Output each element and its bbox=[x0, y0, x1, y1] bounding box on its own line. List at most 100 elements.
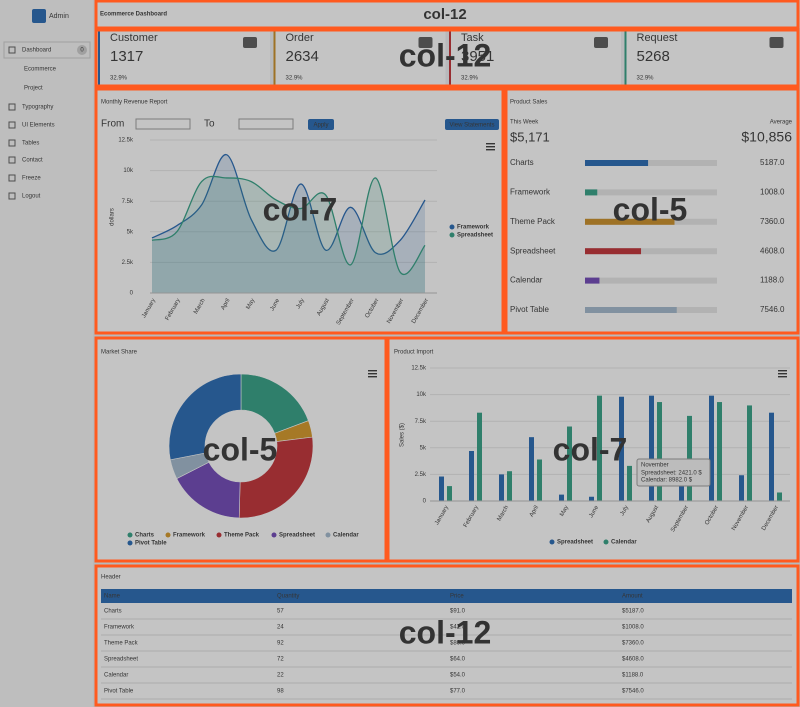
panel-title: Monthly Revenue Report bbox=[101, 100, 168, 106]
legend-label: Spreadsheet bbox=[457, 233, 493, 239]
stat-accent bbox=[98, 31, 100, 85]
bar bbox=[777, 492, 782, 501]
area bbox=[152, 154, 425, 293]
y-tick-label: 2.5k bbox=[415, 472, 427, 478]
progress-bar bbox=[585, 248, 642, 255]
bar bbox=[709, 395, 714, 501]
column-header: Amount bbox=[622, 594, 643, 600]
menu-button[interactable] bbox=[368, 370, 377, 372]
bar bbox=[597, 395, 602, 501]
date-input[interactable] bbox=[135, 118, 191, 130]
this-week-label: This Week bbox=[510, 120, 539, 126]
table-cell: Theme Pack bbox=[104, 641, 139, 647]
stat-card bbox=[449, 31, 621, 85]
average-value: $10,856 bbox=[741, 129, 792, 145]
table-cell: 22 bbox=[277, 673, 284, 679]
menu-item[interactable]: Logout bbox=[22, 194, 41, 200]
menu-icon bbox=[8, 103, 16, 111]
bar bbox=[529, 437, 534, 501]
x-tick-label: May bbox=[559, 505, 570, 518]
legend-swatch bbox=[549, 539, 555, 545]
x-tick-label: April bbox=[220, 298, 231, 311]
table-cell: $91.0 bbox=[450, 609, 466, 615]
legend-swatch bbox=[127, 540, 133, 546]
bar bbox=[687, 415, 692, 501]
product-value: 5187.0 bbox=[760, 158, 785, 167]
bar bbox=[439, 476, 444, 501]
bar bbox=[717, 402, 722, 501]
y-tick-label: 0 bbox=[130, 291, 134, 297]
grid-box bbox=[94, 87, 505, 335]
y-tick-label: 12.5k bbox=[118, 138, 134, 144]
product-value: 7546.0 bbox=[760, 305, 785, 314]
table-cell: $5187.0 bbox=[622, 609, 644, 615]
bar bbox=[657, 402, 662, 501]
table-cell: 92 bbox=[277, 641, 284, 647]
menu-item[interactable]: Dashboard bbox=[22, 48, 51, 54]
apply-button[interactable] bbox=[308, 119, 334, 130]
tooltip-line: Calendar: 8982.0 $ bbox=[641, 478, 693, 484]
to-label: To bbox=[204, 119, 215, 130]
menu-item[interactable]: UI Elements bbox=[22, 123, 55, 129]
menu-button[interactable] bbox=[486, 146, 495, 148]
progress-bar bbox=[585, 307, 677, 313]
menu-button[interactable] bbox=[368, 376, 377, 378]
menu-item[interactable]: Ecommerce bbox=[24, 67, 57, 73]
menu-item[interactable]: Contact bbox=[22, 158, 43, 164]
menu-button[interactable] bbox=[486, 143, 495, 145]
column-header: Price bbox=[450, 594, 464, 600]
badge bbox=[77, 45, 87, 55]
grid-box bbox=[94, 564, 800, 707]
stat-accent bbox=[273, 31, 276, 85]
table-cell: $64.0 bbox=[450, 657, 466, 663]
apply-label: Apply bbox=[313, 123, 328, 129]
menu-item[interactable]: Project bbox=[24, 86, 43, 92]
x-tick-label: April bbox=[529, 505, 540, 518]
table-cell: $77.0 bbox=[450, 689, 466, 695]
stat-value: 3951 bbox=[461, 48, 494, 65]
legend-label: Calendar bbox=[333, 533, 359, 539]
stat-accent bbox=[624, 31, 627, 85]
tooltip-line: Spreadsheet: 2421.0 $ bbox=[641, 471, 702, 477]
menu-item[interactable]: Tables bbox=[22, 141, 39, 147]
product-name: Theme Pack bbox=[510, 217, 556, 226]
bar bbox=[619, 396, 624, 501]
menu-item[interactable]: Freeze bbox=[22, 176, 41, 182]
menu-button[interactable] bbox=[778, 370, 787, 372]
sidebar bbox=[0, 0, 93, 707]
menu-button[interactable] bbox=[486, 149, 495, 151]
table-cell: 57 bbox=[277, 609, 284, 615]
stat-icon bbox=[769, 37, 784, 48]
table-cell: Spreadsheet bbox=[104, 657, 138, 663]
line bbox=[151, 154, 426, 255]
bar bbox=[567, 426, 572, 501]
bar bbox=[627, 465, 632, 501]
menu-icon bbox=[8, 174, 16, 182]
stat-value: 5268 bbox=[637, 48, 670, 65]
bar bbox=[747, 405, 752, 501]
menu-button[interactable] bbox=[778, 376, 787, 378]
legend-label: Pivot Table bbox=[135, 541, 167, 547]
donut-slice bbox=[168, 373, 242, 461]
menu-item[interactable]: Typography bbox=[22, 105, 53, 111]
progress-track bbox=[585, 160, 717, 166]
legend-label: Spreadsheet bbox=[279, 533, 315, 539]
stat-icon bbox=[243, 37, 257, 48]
grid-label: col-12 bbox=[399, 37, 491, 73]
column-header: Quantity bbox=[277, 594, 299, 600]
stat-change: 32.9% bbox=[461, 76, 479, 82]
grid-label: col-5 bbox=[613, 191, 688, 227]
bar bbox=[477, 412, 482, 501]
stat-label: Task bbox=[461, 32, 484, 44]
view-label: View Statements bbox=[450, 123, 495, 129]
grid-label: col-7 bbox=[553, 431, 628, 467]
page-title: Ecommerce Dashboard bbox=[100, 12, 167, 18]
date-input[interactable] bbox=[238, 118, 294, 130]
bar bbox=[559, 494, 564, 501]
bar bbox=[649, 395, 654, 501]
view-button[interactable] bbox=[445, 119, 499, 130]
table-cell: $42.0 bbox=[450, 625, 466, 631]
menu-button[interactable] bbox=[368, 373, 377, 375]
menu-button[interactable] bbox=[778, 373, 787, 375]
